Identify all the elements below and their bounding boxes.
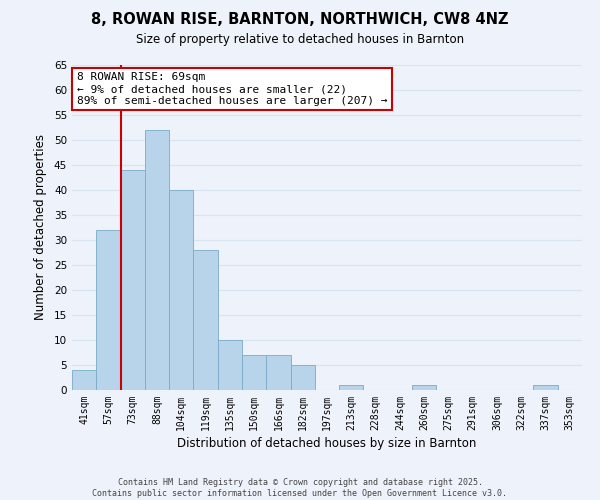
- Bar: [193, 250, 218, 390]
- Y-axis label: Number of detached properties: Number of detached properties: [34, 134, 47, 320]
- Bar: [242, 355, 266, 390]
- Bar: [145, 130, 169, 390]
- Text: Contains HM Land Registry data © Crown copyright and database right 2025.
Contai: Contains HM Land Registry data © Crown c…: [92, 478, 508, 498]
- Bar: [339, 385, 364, 390]
- Bar: [533, 385, 558, 390]
- Bar: [72, 370, 96, 390]
- Bar: [290, 365, 315, 390]
- Bar: [412, 385, 436, 390]
- Bar: [218, 340, 242, 390]
- Text: 8, ROWAN RISE, BARNTON, NORTHWICH, CW8 4NZ: 8, ROWAN RISE, BARNTON, NORTHWICH, CW8 4…: [91, 12, 509, 28]
- X-axis label: Distribution of detached houses by size in Barnton: Distribution of detached houses by size …: [178, 437, 476, 450]
- Bar: [121, 170, 145, 390]
- Text: Size of property relative to detached houses in Barnton: Size of property relative to detached ho…: [136, 32, 464, 46]
- Bar: [96, 230, 121, 390]
- Text: 8 ROWAN RISE: 69sqm
← 9% of detached houses are smaller (22)
89% of semi-detache: 8 ROWAN RISE: 69sqm ← 9% of detached hou…: [77, 72, 388, 106]
- Bar: [169, 190, 193, 390]
- Bar: [266, 355, 290, 390]
